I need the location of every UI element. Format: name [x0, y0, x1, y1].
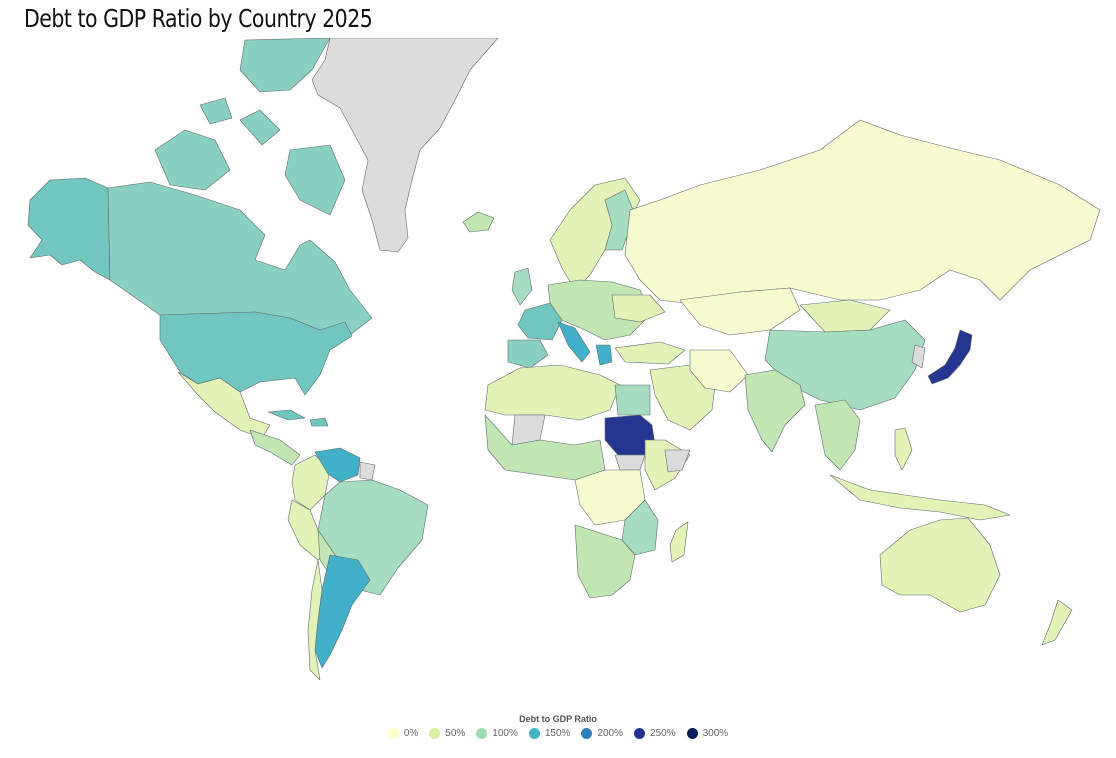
legend-item[interactable]: 300%: [686, 728, 729, 739]
legend-swatch: [476, 728, 488, 739]
country-new-zealand[interactable]: [1041, 599, 1073, 646]
country-egypt[interactable]: [614, 384, 651, 416]
world-map[interactable]: [0, 38, 1116, 698]
country-venezuela[interactable]: [314, 447, 361, 483]
country-india[interactable]: [744, 369, 806, 453]
country-italy[interactable]: [557, 321, 591, 363]
legend-swatch: [429, 728, 441, 739]
legend-label: 150%: [544, 728, 571, 739]
country-argentina[interactable]: [314, 554, 371, 669]
legend-swatch: [387, 728, 399, 739]
legend-swatch: [634, 728, 646, 739]
country-somalia[interactable]: [664, 449, 691, 473]
legend-item[interactable]: 0%: [387, 728, 419, 739]
legend-items: 0% 50% 100% 150% 200% 250% 300%: [0, 728, 1116, 739]
country-central-america[interactable]: [249, 429, 301, 466]
legend-item[interactable]: 150%: [528, 728, 571, 739]
country-north-africa[interactable]: [484, 364, 621, 421]
country-mongolia[interactable]: [799, 299, 891, 333]
country-philippines[interactable]: [894, 427, 913, 471]
legend-label: 250%: [650, 728, 676, 739]
country-canada-islands[interactable]: [154, 38, 346, 216]
country-madagascar[interactable]: [669, 521, 689, 563]
legend-title: Debt to GDP Ratio: [519, 714, 597, 724]
country-west-africa[interactable]: [484, 414, 606, 481]
legend-label: 300%: [702, 728, 729, 739]
legend: Debt to GDP Ratio 0% 50% 100% 150% 200% …: [0, 714, 1116, 739]
country-spain[interactable]: [507, 339, 549, 369]
legend-swatch: [528, 728, 540, 739]
country-australia[interactable]: [879, 517, 1001, 613]
country-se-asia[interactable]: [814, 399, 861, 471]
legend-label: 50%: [445, 728, 466, 739]
country-greenland[interactable]: [311, 38, 499, 253]
legend-label: 200%: [597, 728, 624, 739]
map-title: Debt to GDP Ratio by Country 2025: [24, 4, 373, 33]
country-chile[interactable]: [307, 559, 323, 681]
legend-item[interactable]: 250%: [634, 728, 676, 739]
country-guianas[interactable]: [359, 461, 376, 481]
country-southern-africa[interactable]: [574, 524, 636, 599]
country-ukraine[interactable]: [611, 294, 666, 323]
country-greece[interactable]: [595, 344, 613, 366]
country-turkey[interactable]: [614, 341, 686, 365]
country-iceland[interactable]: [462, 211, 495, 233]
country-cuba[interactable]: [267, 409, 329, 427]
legend-swatch: [686, 728, 698, 739]
country-usa[interactable]: [159, 311, 353, 396]
legend-item[interactable]: 200%: [581, 728, 623, 739]
legend-label: 100%: [492, 728, 518, 739]
country-kazakhstan[interactable]: [679, 287, 801, 336]
legend-item[interactable]: 50%: [429, 728, 465, 739]
country-korea[interactable]: [911, 344, 926, 369]
country-uk[interactable]: [511, 267, 533, 306]
legend-label: 0%: [403, 728, 419, 739]
country-japan[interactable]: [927, 329, 973, 385]
country-indonesia[interactable]: [829, 474, 1011, 521]
country-iran[interactable]: [689, 349, 749, 393]
country-russia[interactable]: [624, 119, 1101, 306]
country-colombia[interactable]: [291, 454, 331, 511]
legend-swatch: [581, 728, 593, 739]
legend-item[interactable]: 100%: [476, 728, 518, 739]
country-mexico[interactable]: [177, 371, 271, 439]
country-south-sudan[interactable]: [614, 454, 646, 471]
country-alaska[interactable]: [27, 177, 111, 281]
